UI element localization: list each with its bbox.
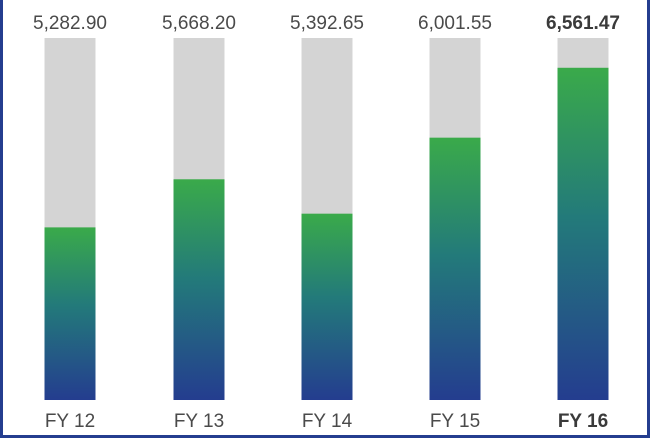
category-label-3: FY 14 [302,411,353,432]
value-label-3: 5,392.65 [290,13,364,34]
value-label-5: 6,561.47 [546,13,620,34]
category-label-2: FY 13 [174,411,224,432]
value-label-2: 5,668.20 [162,13,236,34]
bar-5 [557,67,609,401]
bar-1 [44,227,96,400]
value-label-1: 5,282.90 [33,13,107,34]
bar-2 [173,179,225,400]
value-label-4: 6,001.55 [418,13,492,34]
bar-chart: 5,282.90 FY 12 5,668.20 FY 13 5,392.65 FY 14 6… [33,13,620,432]
bar-3 [301,213,353,400]
category-label-4: FY 15 [430,411,480,432]
category-label-5: FY 16 [558,411,608,432]
bars-layer [44,38,609,401]
bar-4 [429,137,481,400]
category-label-1: FY 12 [45,411,95,432]
labels-layer: 5,282.90 FY 12 5,668.20 FY 13 5,392.65 FY 14 6… [33,13,620,432]
